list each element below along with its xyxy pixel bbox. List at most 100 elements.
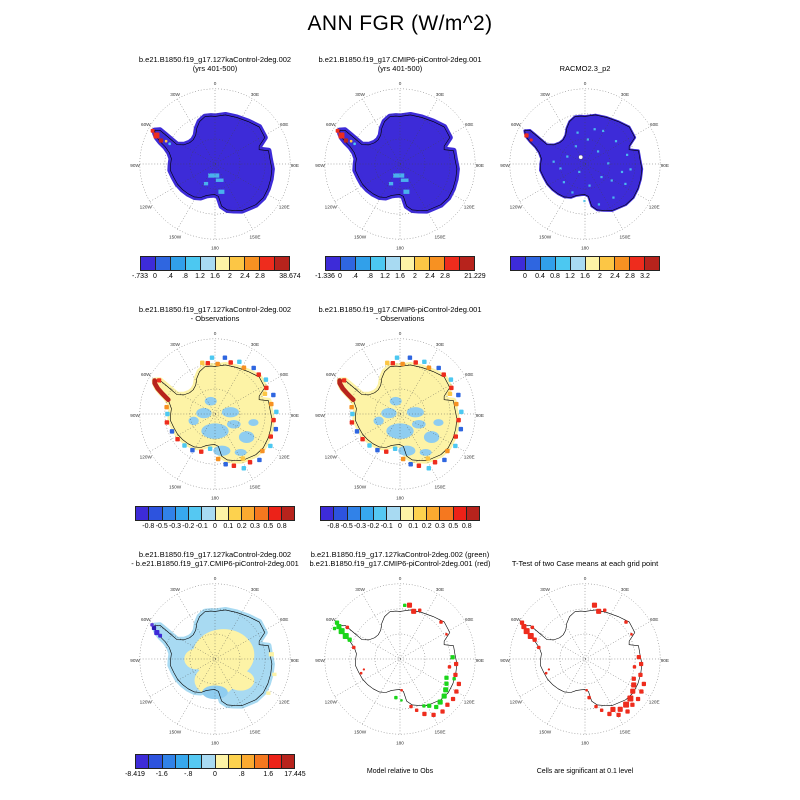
lon-label: 60E [650,617,658,622]
colorbar-swatch [555,257,571,270]
colorbar-swatch [400,257,416,270]
lon-label: 60W [326,122,336,127]
map-diff-obs-r2c2: 0 30E 60E 90E 120E 150E 180 150W 120W 90W 60W 30W [315,331,484,500]
colorbar-r3c1: -8.419 -1.6 -.8 0 .8 1.6 17.445 [125,754,306,781]
lon-label: 150W [169,484,182,489]
lon-label: 90W [315,413,325,418]
colorbar-tick-label: 0.5 [263,523,274,530]
lon-label: 60E [465,122,473,127]
colorbar-tick-label: 0 [523,273,527,280]
lon-label: 120E [649,204,660,209]
lon-label: 90E [476,163,484,168]
panel-r3c2: b.e21.B1850.f19_g17.127kaControl-2deg.00… [310,549,491,799]
lon-label: 150W [539,729,552,734]
colorbar-swatch [334,507,348,520]
colorbar-swatch [162,755,176,768]
lon-label: 60E [280,617,288,622]
lon-label: 150E [435,729,446,734]
panel-r2c2: b.e21.B1850.f19_g17.CMIP6-piControl-2deg… [312,304,488,554]
colorbar-tick-label: -0.3 [353,523,367,530]
panel-title: b.e21.B1850.f19_g17.127kaControl-2deg.00… [111,54,319,74]
lon-label: 0 [399,331,402,336]
colorbar-swatch [615,257,631,270]
colorbar-swatch [228,755,242,768]
lon-label: 60E [280,372,288,377]
colorbar-swatches [510,256,660,271]
panel-r1c2: b.e21.B1850.f19_g17.CMIP6-piControl-2deg… [312,54,488,304]
lon-label: 0 [214,81,217,86]
lon-label: 180 [211,740,219,745]
panel-title-line: b.e21.B1850.f19_g17.127kaControl-2deg.00… [310,549,490,559]
colorbar-swatch [400,507,414,520]
colorbar-swatch [189,507,203,520]
colorbar-swatch [355,257,371,270]
lon-label: 180 [581,245,589,250]
panel-r2c1: b.e21.B1850.f19_g17.127kaControl-2deg.00… [127,304,303,554]
colorbar-swatch [202,507,216,520]
lon-label: 120E [464,204,475,209]
colorbar-r1c1: -.733 0 .4 .8 1.2 1.6 2 2.4 2.8 38.674 [132,256,301,283]
colorbar-tick-label: 0 [213,771,217,778]
map-racmo-r1c3: 0 30E 60E 90E 120E 150E 180 150W 120W 90W 60W 30W [500,81,669,250]
colorbar-tick-label: 2 [228,273,232,280]
panel-title: b.e21.B1850.f19_g17.CMIP6-piControl-2deg… [296,304,504,324]
lon-label: 90E [476,413,484,418]
colorbar-swatch [440,507,454,520]
lon-label: 30E [436,92,444,97]
panel-title: b.e21.B1850.f19_g17.127kaControl-2deg.00… [111,304,319,324]
colorbar-swatch [360,507,374,520]
colorbar-tick-label: 2.4 [610,273,620,280]
lon-label: 90E [291,413,299,418]
lon-label: 90W [315,163,325,168]
lon-label: 30E [251,92,259,97]
colorbar-tick-label: 0.3 [435,523,445,530]
lon-label: 30E [436,587,444,592]
colorbar-ticks: -0.8 -0.5 -0.3 -0.2 -0.1 0 0.1 0.2 0.3 0.5 0.8 [135,523,295,533]
colorbar-swatch [540,257,556,270]
colorbar-tick-label: 1.2 [195,273,205,280]
colorbar-swatch [149,507,163,520]
lon-label: 150E [250,234,261,239]
colorbar-tick-label: 2.8 [255,273,265,280]
lon-label: 120W [510,204,523,209]
colorbar-tick-label: 0.2 [421,523,432,530]
colorbar-tick-label: -.733 [132,273,148,280]
lon-label: 120E [279,699,290,704]
colorbar-tick-label: 1.2 [380,273,390,280]
colorbar-swatches [135,754,295,769]
colorbar-ticks: -8.419 -1.6 -.8 0 .8 1.6 17.445 [125,771,306,781]
colorbar-r1c2: -1.336 0 .4 .8 1.2 1.6 2 2.4 2.8 21.229 [315,256,486,283]
lon-label: 90W [315,658,325,663]
lon-label: 60E [650,122,658,127]
colorbar-swatch [413,507,427,520]
panel-title-line: T-Test of two Case means at each grid po… [511,559,659,569]
colorbar-swatch [230,257,246,270]
lon-label: 150W [169,729,182,734]
panel-title: T-Test of two Case means at each grid po… [481,549,689,569]
colorbar-swatches [140,256,290,271]
lon-label: 30E [251,342,259,347]
lon-label: 120W [325,454,338,459]
colorbar-swatch [466,507,479,520]
lon-label: 30W [355,587,365,592]
colorbar-swatch [630,257,646,270]
lon-label: 120W [140,204,153,209]
lon-label: 120E [464,699,475,704]
colorbar-swatch [275,257,290,270]
lon-label: 90W [130,163,140,168]
lon-label: 120W [140,454,153,459]
colorbar-tick-label: -1.336 [315,273,335,280]
colorbar-tick-label: 0 [398,523,402,530]
lon-label: 180 [211,495,219,500]
colorbar-tick-label: 2 [413,273,417,280]
colorbar-swatch [430,257,446,270]
panel-r1c1: b.e21.B1850.f19_g17.127kaControl-2deg.00… [127,54,303,304]
colorbar-tick-label: 38.674 [279,273,301,280]
panel-title: b.e21.B1850.f19_g17.127kaControl-2deg.00… [296,549,504,569]
colorbar-swatch [268,507,282,520]
lon-label: 60W [141,617,151,622]
lon-label: 60W [326,372,336,377]
colorbar-swatch [215,755,229,768]
colorbar-swatch [215,507,229,520]
